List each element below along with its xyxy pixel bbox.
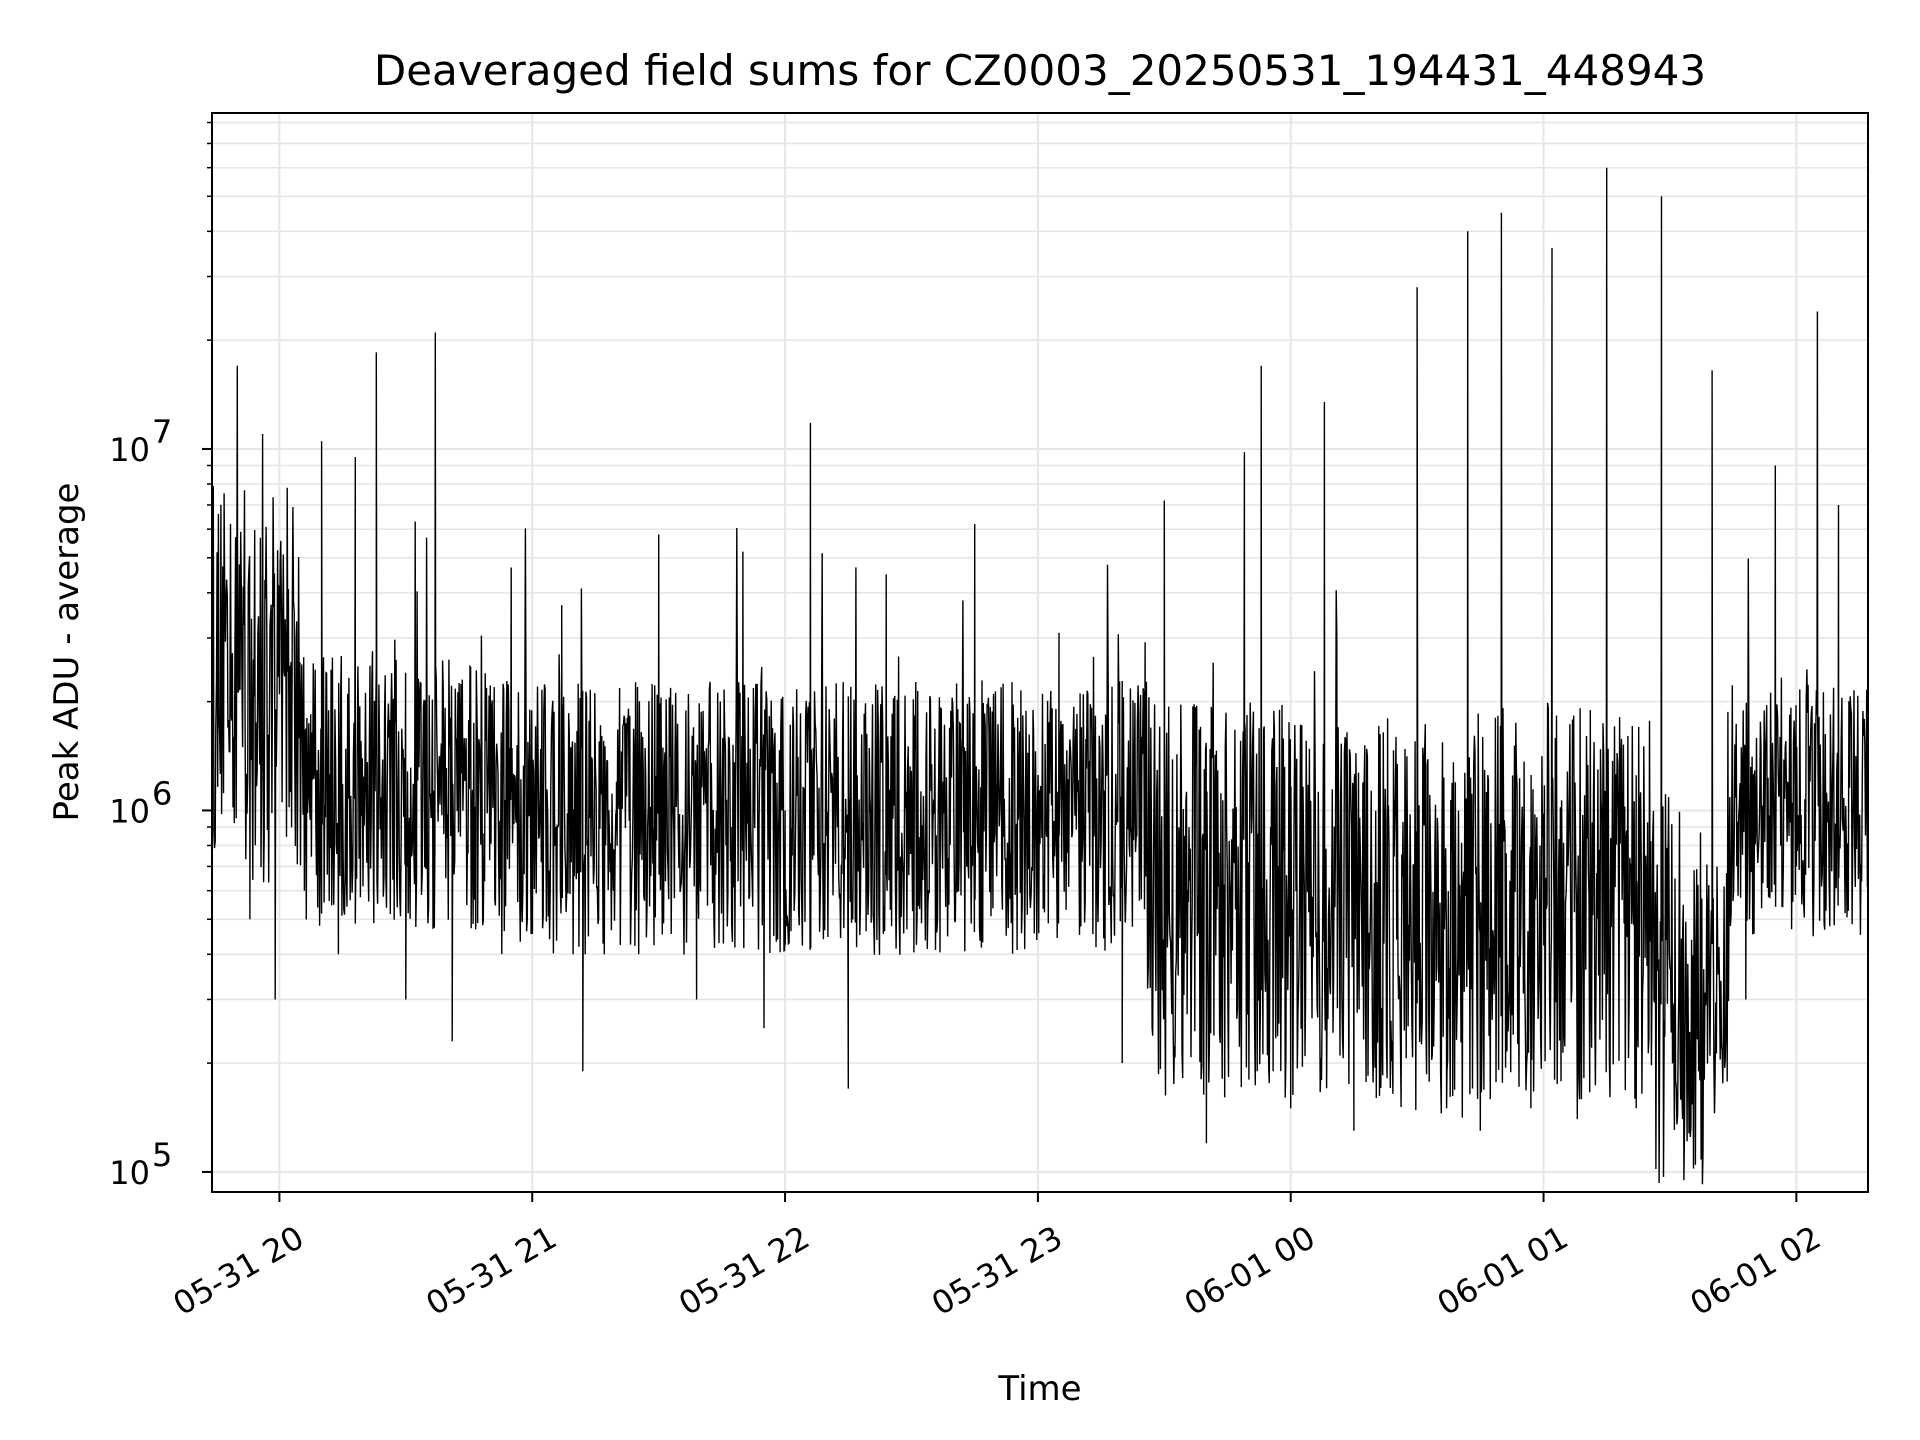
y-axis-label: Peak ADU - average [47,483,87,822]
chart-title: Deaveraged field sums for CZ0003_2025053… [374,46,1706,95]
y-tick-label-exponent: 6 [152,774,172,812]
series-line [211,167,1869,1185]
y-tick-label-exponent: 5 [152,1136,172,1174]
y-tick-label-exponent: 7 [152,413,172,451]
y-tick-label: 10 [109,792,150,830]
y-tick-label: 10 [109,1154,150,1192]
plot-frame [211,112,1869,1193]
y-tick-label: 10 [109,431,150,469]
x-axis-label: Time [997,1369,1081,1409]
